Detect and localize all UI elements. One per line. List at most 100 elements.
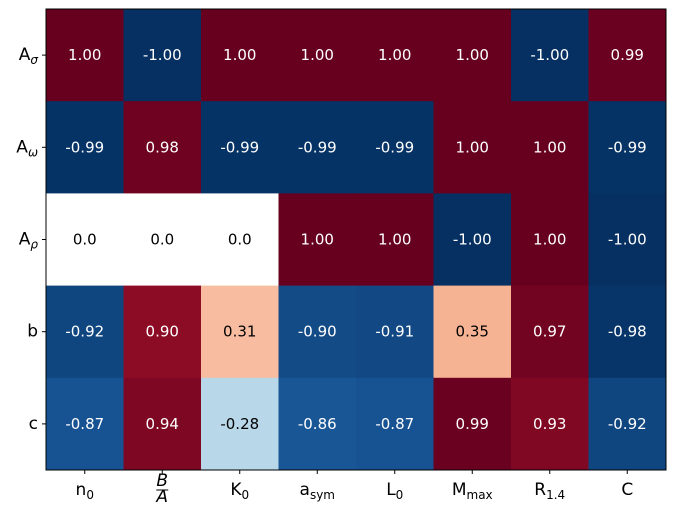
heatmap-cell: [588, 9, 667, 102]
cell-value-label: 0.0: [150, 231, 174, 249]
svg-text:Aω: Aω: [16, 137, 38, 159]
cell-value-label: -0.28: [220, 415, 259, 433]
x-tick-label: R1.4: [534, 480, 565, 502]
heatmap-cell: [278, 285, 357, 379]
cell-value-label: 0.98: [146, 138, 179, 156]
heatmap-cell: [511, 193, 589, 287]
svg-text:Aρ: Aρ: [19, 230, 39, 252]
heatmap-cell: [433, 101, 512, 194]
svg-text:b: b: [27, 322, 38, 342]
heatmap-cell: [433, 285, 512, 379]
heatmap-cell: [356, 377, 434, 471]
y-tick-label: b: [27, 322, 38, 342]
heatmap-cell: [511, 377, 589, 471]
heatmap-cell: [46, 9, 124, 102]
heatmap-cell: [123, 101, 202, 194]
cell-value-label: -0.91: [375, 323, 414, 341]
y-tick-label: Aω: [16, 137, 38, 159]
cell-value-label: 1.00: [301, 231, 334, 249]
cell-value-label: 0.90: [146, 323, 179, 341]
heatmap-cell: [123, 193, 202, 287]
cell-value-label: -0.92: [65, 323, 104, 341]
heatmap-cell: [356, 101, 434, 194]
cell-value-label: -0.99: [298, 138, 337, 156]
heatmap-cell: [123, 377, 202, 471]
cell-value-label: 0.99: [456, 415, 489, 433]
heatmap-cell: [46, 193, 124, 287]
heatmap-cell: [201, 101, 279, 194]
heatmap-cell: [588, 101, 667, 194]
cell-value-label: -0.86: [298, 415, 337, 433]
cell-value-label: 0.0: [228, 231, 252, 249]
heatmap-cell: [511, 9, 589, 102]
svg-text:A: A: [155, 487, 168, 507]
heatmap-cell: [278, 193, 357, 287]
heatmap-cell: [46, 377, 124, 471]
cell-value-label: 1.00: [456, 46, 489, 64]
y-axis: Aσ Aω Aρ b c: [16, 45, 46, 434]
cell-value-label: -0.99: [375, 138, 414, 156]
heatmap-cells: [46, 9, 667, 471]
heatmap-cell: [201, 285, 279, 379]
cell-value-label: 0.0: [73, 231, 97, 249]
heatmap-cell: [201, 9, 279, 102]
svg-text:n0: n0: [76, 480, 94, 502]
svg-text:asym: asym: [300, 480, 335, 502]
cell-value-label: -1.00: [143, 46, 182, 64]
heatmap-cell: [356, 9, 434, 102]
x-tick-label: asym: [300, 480, 335, 502]
svg-text:C: C: [621, 480, 633, 500]
cell-value-label: -1.00: [453, 231, 492, 249]
x-tick-label: n0: [76, 480, 94, 502]
heatmap-cell: [46, 285, 124, 379]
cell-value-label: 1.00: [456, 138, 489, 156]
x-tick-label: K0: [230, 480, 249, 502]
cell-value-label: 1.00: [533, 138, 566, 156]
heatmap-cell: [356, 193, 434, 287]
cell-value-label: 0.94: [146, 415, 179, 433]
x-tick-label: C: [621, 480, 633, 500]
heatmap-cell: [278, 101, 357, 194]
cell-value-label: -1.00: [530, 46, 569, 64]
cell-value-label: -0.90: [298, 323, 337, 341]
cell-value-label: -0.92: [608, 415, 647, 433]
heatmap-cell: [278, 377, 357, 471]
cell-value-label: 0.35: [456, 323, 489, 341]
cell-value-label: 0.93: [533, 415, 566, 433]
cell-value-label: 1.00: [301, 46, 334, 64]
y-tick-label: Aσ: [19, 45, 39, 67]
svg-text:K0: K0: [230, 480, 249, 502]
cell-value-label: -0.87: [375, 415, 414, 433]
cell-value-label: -0.99: [220, 138, 259, 156]
y-tick-label: Aρ: [19, 230, 39, 252]
cell-value-label: 1.00: [223, 46, 256, 64]
cell-value-label: -0.98: [608, 323, 647, 341]
heatmap-cell: [201, 193, 279, 287]
x-tick-label: Mmax: [452, 480, 493, 502]
x-axis: n0 BA K0 asym L0 Mmax R1.4 C: [76, 470, 633, 507]
heatmap-cell: [278, 9, 357, 102]
cell-value-label: 0.31: [223, 323, 256, 341]
heatmap-cell: [356, 285, 434, 379]
svg-text:c: c: [29, 414, 38, 434]
svg-text:Mmax: Mmax: [452, 480, 493, 502]
x-tick-label: L0: [386, 480, 403, 502]
heatmap-cell: [433, 377, 512, 471]
cell-value-label: -0.87: [65, 415, 104, 433]
heatmap-cell: [511, 285, 589, 379]
heatmap-cell: [588, 193, 667, 287]
heatmap-cell-labels: 1.00 -1.00 1.00 1.00 1.00 1.00 -1.00 0.99 -0.99 0…: [65, 46, 646, 433]
heatmap-cell: [201, 377, 279, 471]
cell-value-label: -1.00: [608, 231, 647, 249]
heatmap-cell: [123, 9, 202, 102]
x-tick-label: BA: [155, 471, 169, 507]
y-tick-label: c: [29, 414, 38, 434]
svg-text:Aσ: Aσ: [19, 45, 39, 67]
heatmap-cell: [123, 285, 202, 379]
heatmap-cell: [46, 101, 124, 194]
cell-value-label: 0.99: [611, 46, 644, 64]
cell-value-label: 1.00: [378, 46, 411, 64]
heatmap-cell: [433, 193, 512, 287]
svg-text:B: B: [156, 471, 168, 491]
